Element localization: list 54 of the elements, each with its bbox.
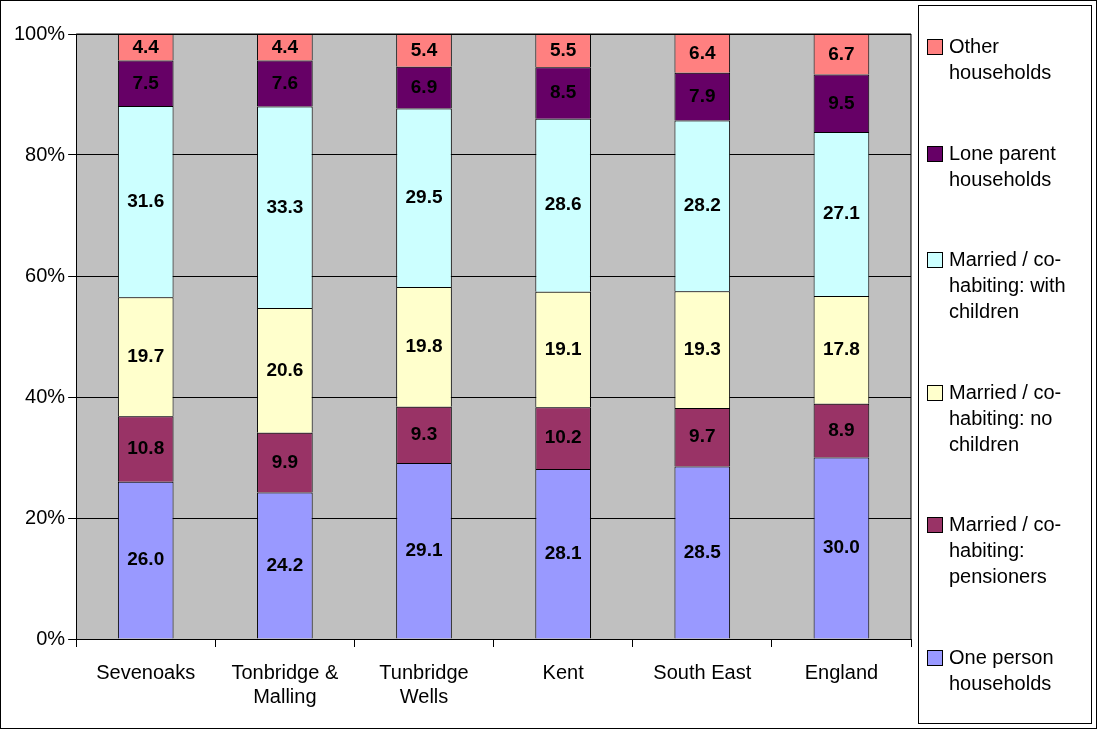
y-tick-label: 60%	[25, 263, 66, 286]
x-tick-label: Kent	[542, 660, 585, 683]
x-tick-label: Sevenoaks	[96, 660, 196, 683]
data-label: 31.6	[127, 189, 165, 211]
data-label: 10.2	[544, 426, 582, 448]
legend-label: Married / co-habiting: pensioners	[949, 512, 1063, 590]
x-tick-label: Tonbridge & Malling	[231, 660, 339, 707]
x-tick-label: Tunbridge Wells	[379, 660, 469, 707]
data-label: 8.5	[549, 81, 577, 103]
data-label: 24.2	[266, 553, 304, 575]
data-label: 28.6	[544, 193, 582, 215]
legend-label: Married / co-habiting: with children	[949, 247, 1067, 325]
data-label: 7.5	[132, 71, 160, 93]
data-label: 9.9	[271, 450, 299, 472]
data-label: 6.7	[828, 42, 855, 64]
data-label: 28.1	[544, 541, 583, 563]
data-label: 19.3	[683, 337, 721, 359]
data-label: 29.1	[405, 538, 443, 560]
data-label: 17.8	[822, 338, 860, 360]
data-label: 28.2	[683, 194, 721, 216]
data-label: 26.0	[127, 548, 165, 570]
legend-label: One person households	[949, 644, 1055, 696]
data-label: 7.9	[689, 84, 716, 106]
data-label: 5.4	[410, 38, 438, 60]
data-label: 19.7	[127, 345, 165, 366]
x-tick-label: England	[804, 660, 879, 683]
data-label: 19.8	[405, 335, 443, 357]
x-tick-label: South East	[653, 660, 752, 683]
data-label: 29.5	[405, 185, 443, 207]
data-label: 9.5	[828, 91, 856, 113]
data-label: 27.1	[822, 202, 861, 224]
data-label: 7.6	[271, 71, 299, 93]
data-label: 4.4	[132, 35, 160, 57]
y-tick-label: 100%	[14, 21, 66, 44]
data-label: 28.5	[683, 540, 722, 562]
data-label: 6.4	[689, 41, 716, 63]
data-label: 6.9	[410, 75, 438, 97]
data-label: 9.3	[410, 423, 438, 445]
legend-label: Other households	[949, 34, 1053, 86]
data-label: 10.8	[127, 437, 165, 459]
data-label: 30.0	[822, 536, 860, 558]
data-label: 19.1	[544, 337, 583, 359]
data-label: 8.9	[828, 418, 855, 440]
y-tick-label: 0%	[36, 626, 66, 649]
legend-label: Married / co-habiting: no children	[949, 379, 1063, 457]
legend-label: Lone parent households	[949, 140, 1057, 192]
data-label: 20.6	[266, 358, 304, 380]
data-label: 4.4	[271, 35, 299, 57]
data-label: 9.7	[689, 425, 716, 447]
y-tick-label: 80%	[25, 142, 66, 165]
data-label: 5.5	[549, 38, 577, 60]
y-tick-label: 20%	[25, 505, 66, 528]
y-tick-label: 40%	[25, 384, 66, 407]
data-label: 33.3	[266, 195, 304, 217]
